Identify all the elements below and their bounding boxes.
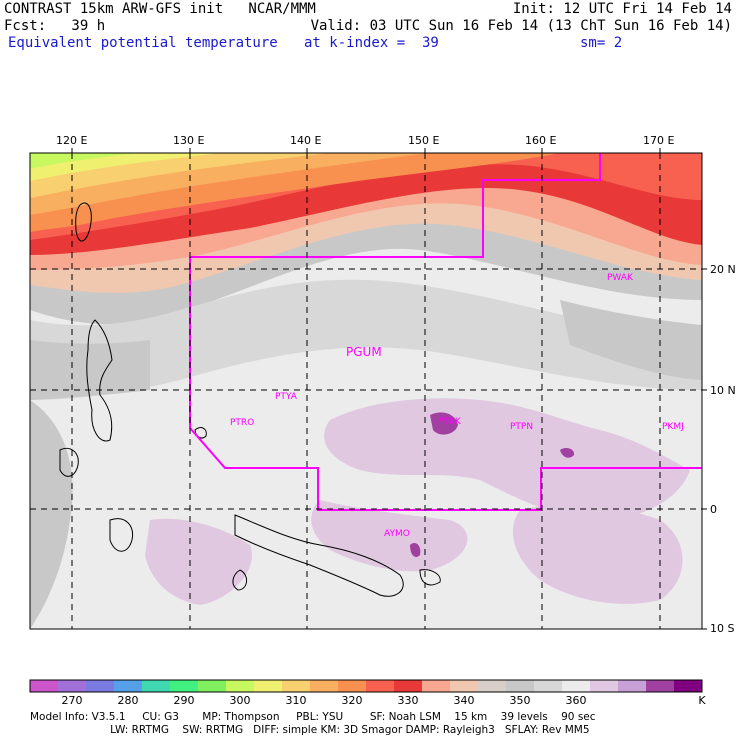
model-info-line1: Model Info: V3.5.1 CU: G3 MP: Thompson P… [30, 711, 596, 723]
colorbar-swatch [114, 680, 143, 692]
colorbar-swatch [310, 680, 339, 692]
lat-lon-grid [30, 153, 702, 629]
colorbar-swatch [366, 680, 395, 692]
lon-label-130: 130 E [173, 134, 205, 147]
colorbar-swatch [674, 680, 703, 692]
colorbar-tick-label: 320 [341, 694, 363, 707]
lat-label-0: 0 [710, 503, 717, 516]
colorbar-swatch [226, 680, 255, 692]
colorbar-tick-label: 350 [509, 694, 531, 707]
station-pkmj: PKMJ [662, 422, 684, 432]
colorbar-swatch [646, 680, 675, 692]
colorbar-swatch [590, 680, 619, 692]
station-ptya: PTYA [275, 392, 297, 402]
domain-boundary [189, 153, 702, 511]
title-forecast-hour: Fcst: 39 h [4, 18, 106, 34]
colorbar-tick-label: 330 [397, 694, 419, 707]
station-ptkk: PTKK [438, 417, 461, 427]
model-info-line2: LW: RRTMG SW: RRTMG DIFF: simple KM: 3D … [30, 724, 590, 736]
colorbar-swatch [478, 680, 507, 692]
colorbar-tick-label: 280 [117, 694, 139, 707]
colorbar-swatch [142, 680, 171, 692]
colorbar-unit: K [698, 694, 706, 707]
title-valid-time: Valid: 03 UTC Sun 16 Feb 14 (13 ChT Sun … [310, 18, 732, 34]
colorbar-swatch [618, 680, 647, 692]
colorbar-swatch [58, 680, 87, 692]
station-ptpn: PTPN [510, 422, 534, 432]
colorbar-swatch [338, 680, 367, 692]
station-aymo: AYMO [384, 529, 410, 539]
lon-label-170: 170 E [643, 134, 675, 147]
field-name: Equivalent potential temperature [8, 35, 278, 51]
lon-label-140: 140 E [290, 134, 322, 147]
theta-e-field [30, 153, 702, 629]
lon-label-160: 160 E [525, 134, 557, 147]
colorbar-swatch [254, 680, 283, 692]
station-ptro: PTRO [230, 418, 255, 428]
colorbar-tick-label: 340 [453, 694, 475, 707]
lat-label-20n: 20 N [710, 263, 736, 276]
title-line1-left: CONTRAST 15km ARW-GFS init NCAR/MMM [4, 1, 316, 17]
lon-label-120: 120 E [56, 134, 88, 147]
lat-label-10n: 10 N [710, 384, 736, 397]
lat-label-10s: 10 S [710, 622, 735, 635]
colorbar [29, 679, 703, 693]
colorbar-tick-label: 290 [173, 694, 195, 707]
station-pwak: PWAK [607, 273, 633, 283]
station-pgum: PGUM [346, 345, 382, 359]
colorbar-swatch [422, 680, 451, 692]
colorbar-swatch [562, 680, 591, 692]
colorbar-swatch [450, 680, 479, 692]
colorbar-swatch [534, 680, 563, 692]
colorbar-tick-label: 300 [229, 694, 251, 707]
colorbar-swatch [282, 680, 311, 692]
colorbar-swatch [506, 680, 535, 692]
level-index: at k-index = 39 [304, 35, 439, 51]
lon-label-150: 150 E [408, 134, 440, 147]
title-init-time: Init: 12 UTC Fri 14 Feb 14 [512, 1, 732, 17]
colorbar-tick-label: 360 [565, 694, 587, 707]
colorbar-swatch [170, 680, 199, 692]
map-frame [29, 152, 703, 630]
colorbar-swatch [86, 680, 115, 692]
colorbar-swatch [394, 680, 423, 692]
colorbar-tick-label: 310 [285, 694, 307, 707]
smoothing: sm= 2 [580, 35, 623, 51]
colorbar-swatch [198, 680, 227, 692]
colorbar-tick-label: 270 [61, 694, 83, 707]
colorbar-swatch [30, 680, 59, 692]
